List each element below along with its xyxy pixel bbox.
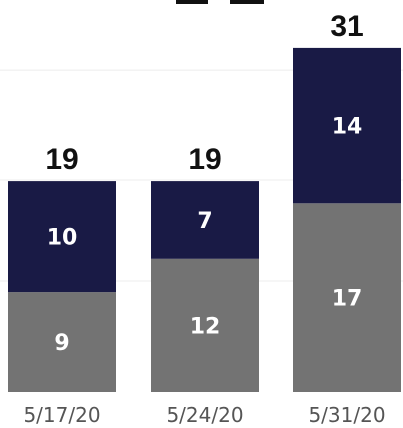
cut-off-title-fragment	[176, 0, 264, 4]
bars	[8, 47, 401, 392]
bar-segment-2-1	[151, 258, 259, 392]
total-label: 19	[45, 143, 78, 176]
bar-segment-1-1	[8, 292, 116, 392]
labels: 9 10 19 5/17/20 12 7 19 5/24/20 17 14 31 5/31/20	[23, 10, 385, 427]
bar-segment-3-2	[293, 47, 401, 204]
segment-value-label: 17	[332, 287, 363, 312]
segment-value-label: 12	[190, 314, 221, 339]
segment-value-label: 7	[197, 209, 212, 234]
bar-segment-3-1	[293, 203, 401, 392]
segment-value-label: 10	[47, 226, 78, 251]
total-label: 31	[330, 10, 363, 43]
total-label: 19	[188, 143, 221, 176]
segment-value-label: 9	[54, 331, 69, 356]
segment-value-label: 14	[332, 115, 363, 140]
bar-segment-2-2	[151, 181, 259, 259]
x-tick-label: 5/24/20	[166, 403, 243, 427]
x-tick-label: 5/17/20	[23, 403, 100, 427]
x-tick-label: 5/31/20	[308, 403, 385, 427]
bar-segment-1-2	[8, 181, 116, 293]
